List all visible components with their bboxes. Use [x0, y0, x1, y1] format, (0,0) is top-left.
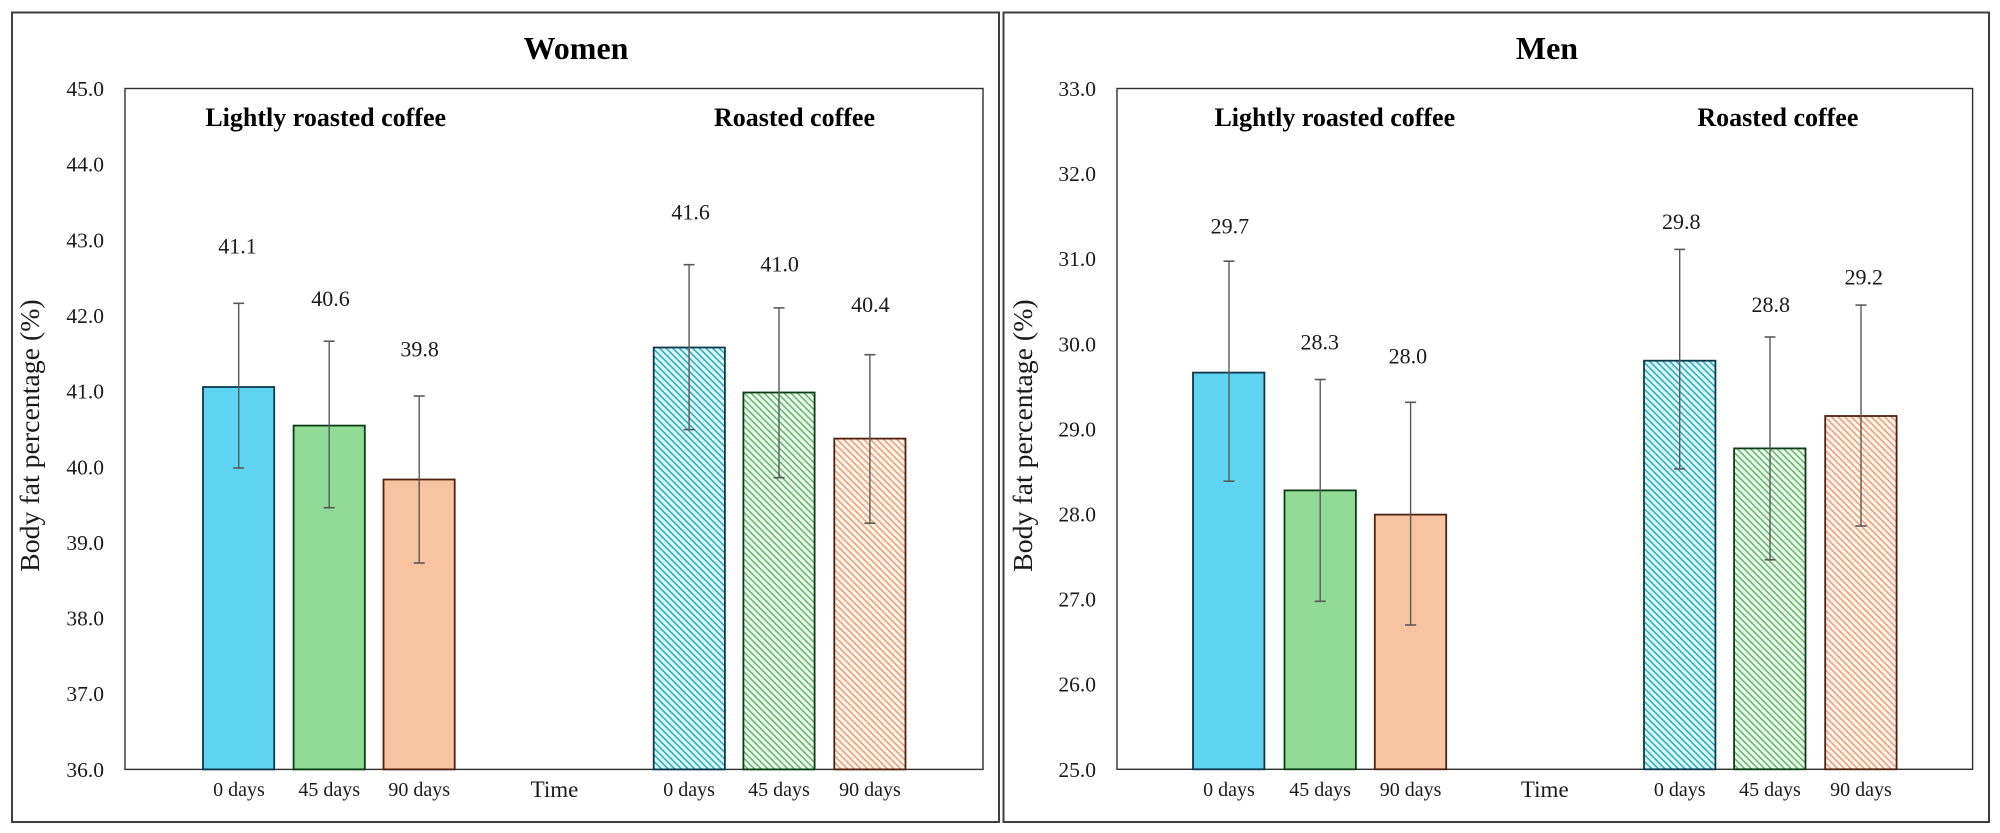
svg-text:43.0: 43.0 — [66, 228, 104, 252]
svg-text:44.0: 44.0 — [66, 153, 104, 177]
svg-text:Body fat percentage (%): Body fat percentage (%) — [15, 299, 46, 571]
svg-text:90 days: 90 days — [1380, 779, 1442, 801]
svg-text:33.0: 33.0 — [1058, 77, 1096, 101]
svg-text:31.0: 31.0 — [1058, 247, 1096, 271]
svg-text:45 days: 45 days — [298, 779, 360, 801]
svg-text:28.0: 28.0 — [1058, 503, 1096, 527]
svg-text:41.6: 41.6 — [671, 199, 710, 224]
svg-text:Lightly roasted coffee: Lightly roasted coffee — [1214, 103, 1455, 132]
svg-text:38.0: 38.0 — [66, 607, 104, 631]
svg-text:29.7: 29.7 — [1211, 213, 1250, 238]
svg-text:32.0: 32.0 — [1058, 162, 1096, 186]
svg-text:Roasted coffee: Roasted coffee — [714, 103, 875, 132]
svg-text:39.8: 39.8 — [400, 337, 439, 362]
svg-text:25.0: 25.0 — [1058, 758, 1096, 782]
svg-text:28.3: 28.3 — [1301, 330, 1340, 355]
svg-text:40.4: 40.4 — [851, 292, 890, 317]
svg-text:0 days: 0 days — [1203, 779, 1255, 801]
svg-text:39.0: 39.0 — [66, 531, 104, 555]
svg-text:28.0: 28.0 — [1389, 343, 1428, 368]
svg-text:26.0: 26.0 — [1058, 673, 1096, 697]
svg-text:40.0: 40.0 — [66, 455, 104, 479]
svg-text:28.8: 28.8 — [1751, 292, 1790, 317]
svg-text:42.0: 42.0 — [66, 304, 104, 328]
svg-text:29.0: 29.0 — [1058, 417, 1096, 441]
svg-text:41.1: 41.1 — [218, 233, 257, 258]
svg-text:29.8: 29.8 — [1662, 209, 1701, 234]
svg-text:Lightly roasted coffee: Lightly roasted coffee — [205, 103, 446, 132]
svg-text:36.0: 36.0 — [66, 758, 104, 782]
svg-text:27.0: 27.0 — [1058, 588, 1096, 612]
svg-text:0 days: 0 days — [663, 779, 715, 801]
svg-text:90 days: 90 days — [1830, 779, 1892, 801]
svg-text:41.0: 41.0 — [66, 380, 104, 404]
svg-text:45 days: 45 days — [1289, 779, 1351, 801]
svg-text:0 days: 0 days — [213, 779, 265, 801]
svg-text:37.0: 37.0 — [66, 682, 104, 706]
svg-text:Women: Women — [524, 30, 629, 66]
svg-text:45.0: 45.0 — [66, 77, 104, 101]
svg-text:Body fat percentage (%): Body fat percentage (%) — [1008, 299, 1039, 571]
svg-text:Time: Time — [531, 777, 579, 802]
svg-text:41.0: 41.0 — [760, 251, 799, 276]
svg-text:45 days: 45 days — [748, 779, 810, 801]
svg-text:30.0: 30.0 — [1058, 332, 1096, 356]
svg-text:Time: Time — [1521, 777, 1569, 802]
svg-text:90 days: 90 days — [839, 779, 901, 801]
svg-text:45 days: 45 days — [1739, 779, 1801, 801]
svg-text:0 days: 0 days — [1654, 779, 1706, 801]
svg-text:Roasted coffee: Roasted coffee — [1697, 103, 1858, 132]
svg-text:90 days: 90 days — [388, 779, 450, 801]
svg-text:29.2: 29.2 — [1845, 265, 1884, 290]
svg-text:Men: Men — [1516, 30, 1578, 66]
svg-text:40.6: 40.6 — [311, 286, 350, 311]
